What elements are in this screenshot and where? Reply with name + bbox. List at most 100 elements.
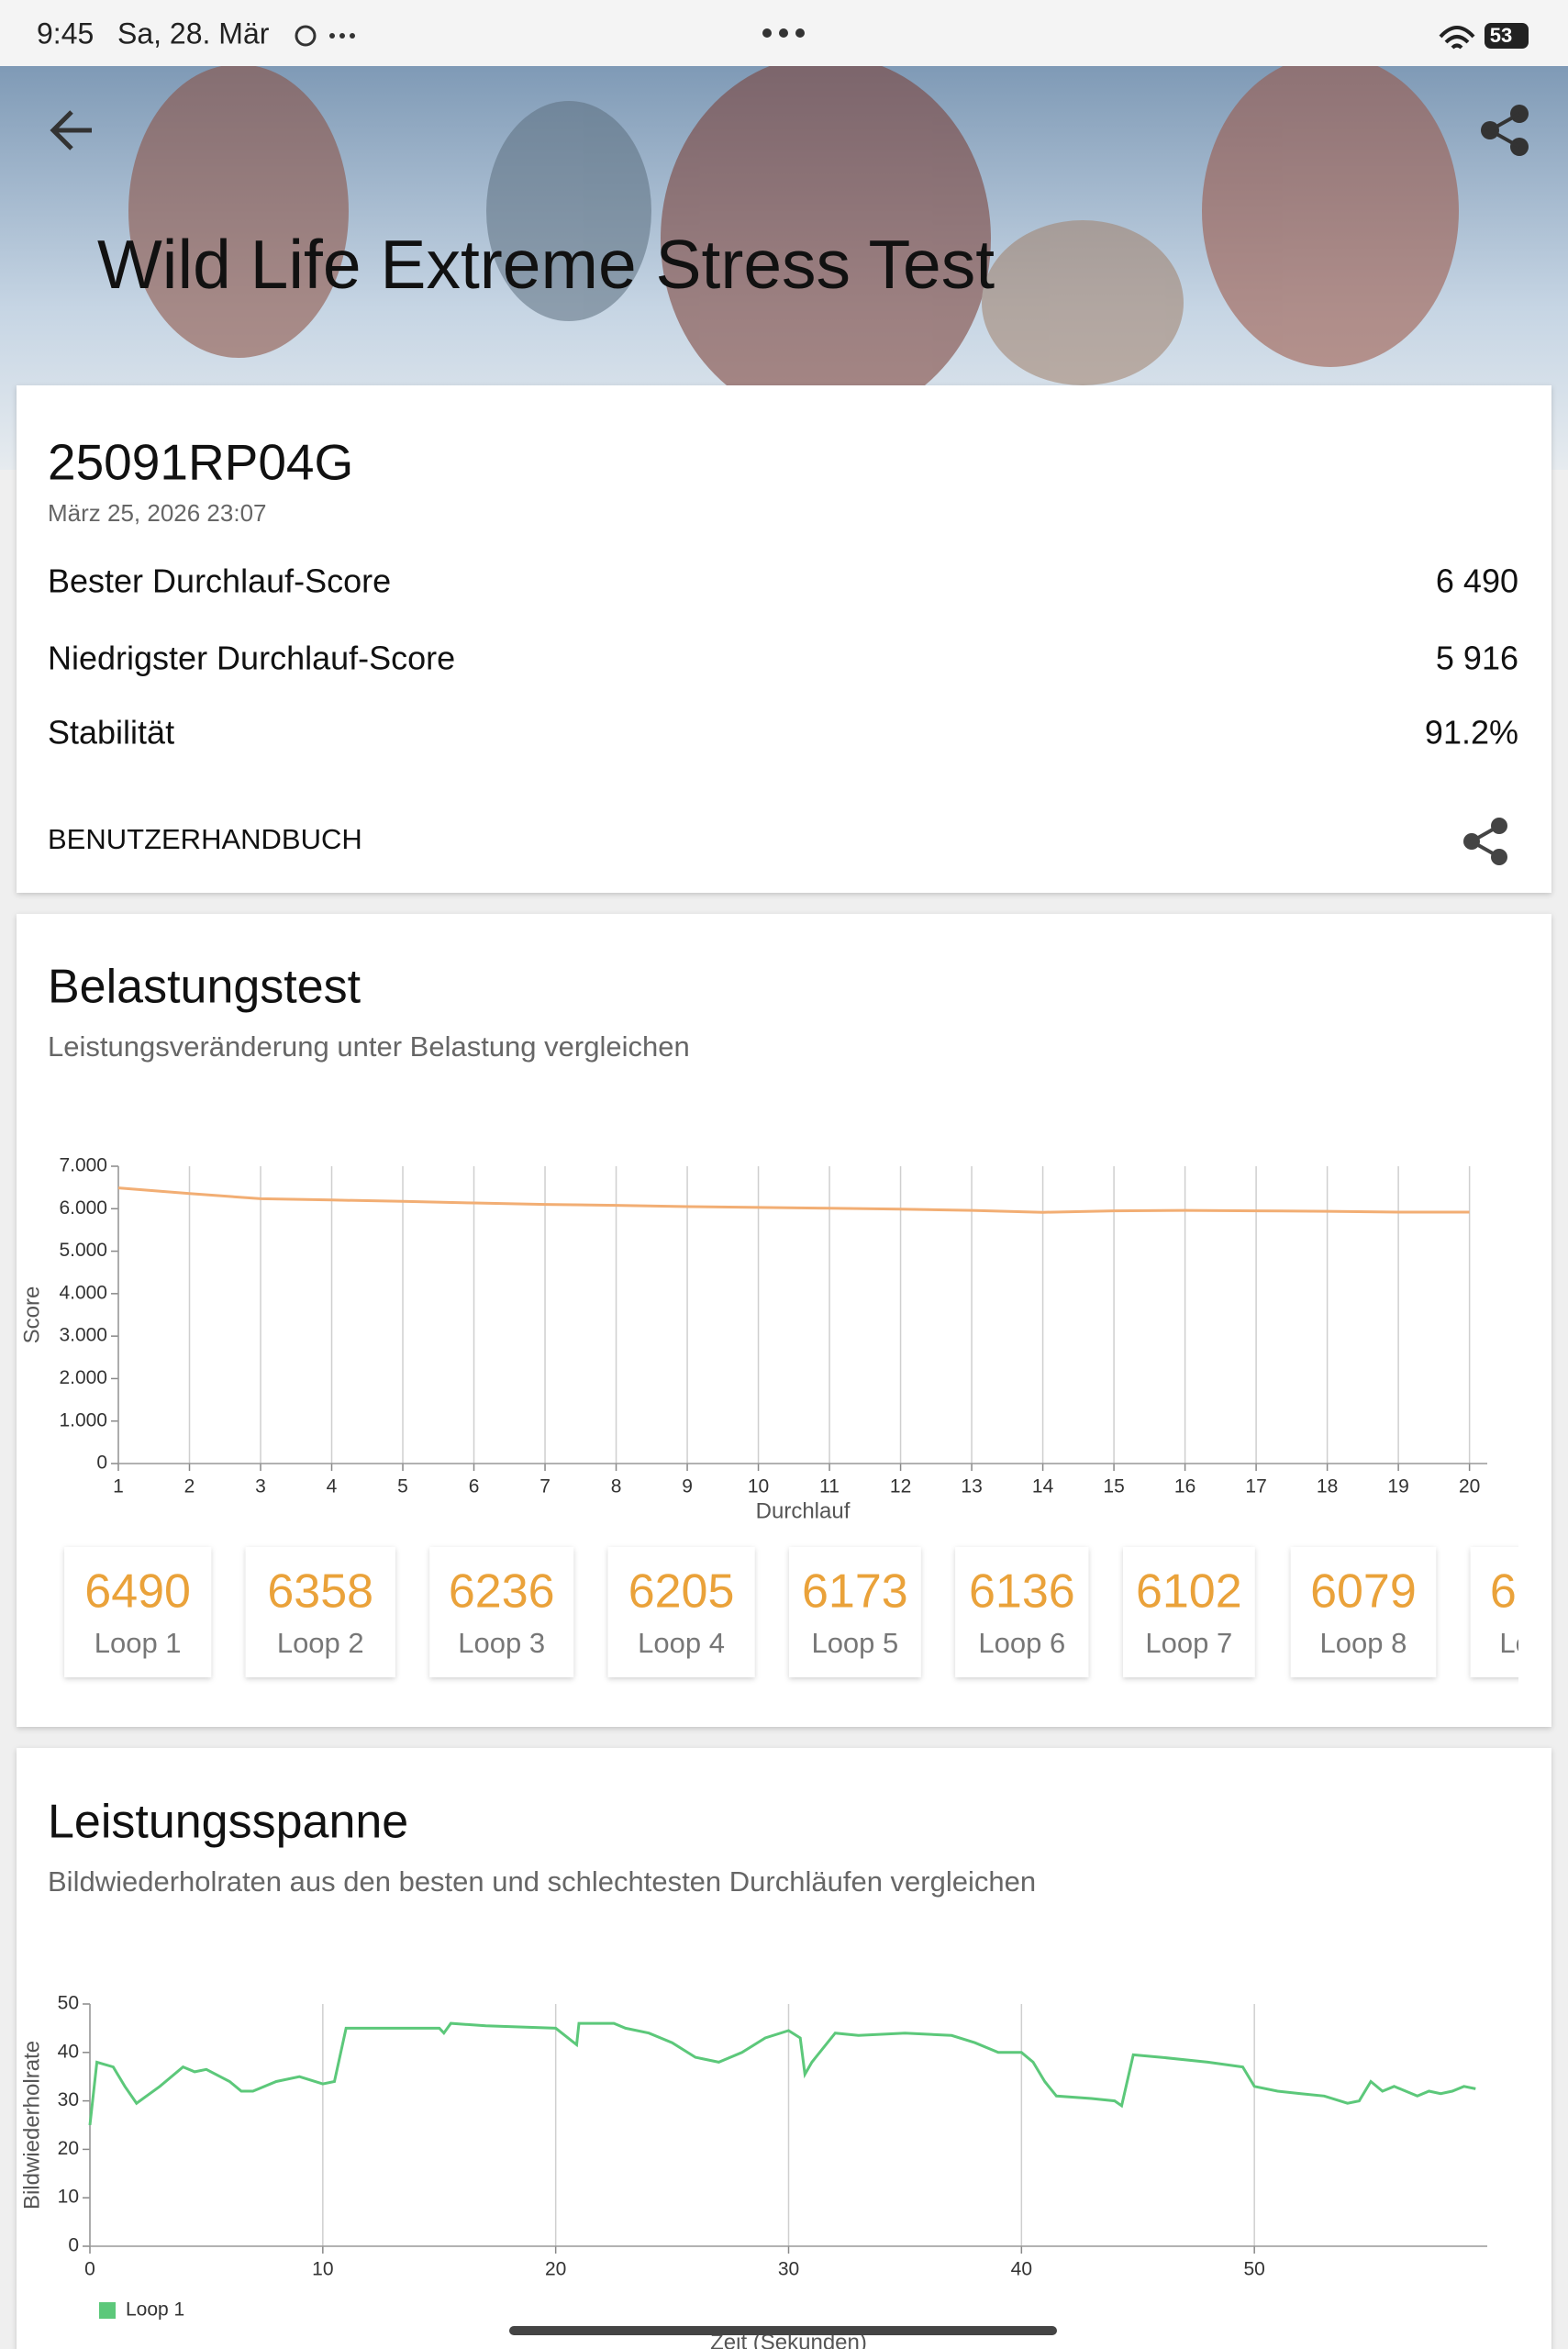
x-tick-label: 15 xyxy=(1103,1476,1124,1497)
legend-label: Loop 1 xyxy=(126,2299,184,2321)
x-tick-label: 10 xyxy=(312,2259,333,2280)
y-tick-label: 0 xyxy=(68,2235,79,2256)
row-label: Niedrigster Durchlauf-Score xyxy=(48,640,455,677)
x-tick-label: 20 xyxy=(545,2259,566,2280)
x-tick-label: 10 xyxy=(748,1476,769,1497)
x-tick-label: 8 xyxy=(611,1476,622,1497)
x-tick-label: 19 xyxy=(1387,1476,1408,1497)
x-tick-label: 7 xyxy=(539,1476,550,1497)
loop-score: 6102 xyxy=(1136,1565,1242,1619)
device-name: 25091RP04G xyxy=(48,434,353,491)
loop-card[interactable] xyxy=(1290,1547,1437,1677)
x-tick-label: 18 xyxy=(1317,1476,1338,1497)
loop-card[interactable] xyxy=(429,1547,574,1677)
x-tick-label: 30 xyxy=(778,2259,799,2280)
center-dots xyxy=(762,28,805,38)
x-tick-label: 17 xyxy=(1245,1476,1266,1497)
loop-card[interactable] xyxy=(64,1547,212,1677)
loop-card[interactable] xyxy=(789,1547,921,1677)
row-value: 6 490 xyxy=(1436,562,1518,600)
loop-card[interactable] xyxy=(245,1547,395,1677)
status-date: Sa, 28. Mär xyxy=(117,17,270,50)
loop-cards[interactable]: 6490 Loop 1 6358 Loop 2 6236 Loop 3 6205 Loop 4… xyxy=(64,1547,1568,1677)
loop-score: 6236 xyxy=(449,1565,555,1619)
loop-label: Loop 9 xyxy=(1499,1627,1568,1659)
y-tick-label: 10 xyxy=(58,2187,79,2208)
summary-rows: Bester Durchlauf-Score 6 490 Niedrigster D… xyxy=(48,562,1518,751)
x-tick-label: 0 xyxy=(84,2259,95,2280)
loop-label: Loop 2 xyxy=(277,1627,364,1659)
y-tick-label: 2.000 xyxy=(59,1367,107,1388)
x-tick-label: 4 xyxy=(327,1476,338,1497)
y-tick-label: 6.000 xyxy=(59,1197,107,1219)
legend-swatch xyxy=(99,2302,116,2319)
y-tick-label: 4.000 xyxy=(59,1282,107,1303)
x-tick-label: 40 xyxy=(1011,2259,1032,2280)
x-tick-label: 20 xyxy=(1459,1476,1480,1497)
home-indicator xyxy=(509,2326,1057,2335)
x-tick-label: 12 xyxy=(890,1476,911,1497)
manual-share[interactable] xyxy=(1463,818,1507,865)
y-tick-label: 50 xyxy=(58,1993,79,2014)
section-title: Belastungstest xyxy=(48,961,361,1014)
y-tick-label: 7.000 xyxy=(59,1155,107,1176)
loop-card[interactable] xyxy=(607,1547,755,1677)
alarm-icon xyxy=(295,25,317,47)
y-tick-label: 5.000 xyxy=(59,1240,107,1261)
loop-card[interactable] xyxy=(1123,1547,1255,1677)
x-tick-label: 16 xyxy=(1174,1476,1195,1497)
back-button[interactable] xyxy=(50,110,92,150)
y-tick-label: 20 xyxy=(58,2138,79,2159)
loop-label: Loop 8 xyxy=(1320,1627,1407,1659)
x-tick-label: 3 xyxy=(255,1476,266,1497)
y-tick-label: 0 xyxy=(96,1453,107,1474)
battery-level: 53 xyxy=(1490,24,1512,47)
page-title: Wild Life Extreme Stress Test xyxy=(97,226,995,303)
section-subtitle: Bildwiederholraten aus den besten und sc… xyxy=(48,1865,1036,1898)
row-label: Stabilität xyxy=(48,714,174,751)
x-tick-label: 5 xyxy=(397,1476,408,1497)
x-axis-label: Durchlauf xyxy=(756,1498,851,1523)
loop-card[interactable] xyxy=(1470,1547,1568,1677)
loop-card[interactable] xyxy=(955,1547,1089,1677)
loop-label: Loop 3 xyxy=(458,1627,545,1659)
loop-label: Loop 1 xyxy=(95,1627,182,1659)
y-axis-label: Bildwiederholrate xyxy=(19,2041,44,2210)
loop-score: 6205 xyxy=(628,1565,735,1619)
loop-label: Loop 6 xyxy=(978,1627,1065,1659)
section-title: Leistungsspanne xyxy=(48,1796,408,1849)
x-tick-label: 9 xyxy=(682,1476,693,1497)
manual-link[interactable]: BENUTZERHANDBUCH xyxy=(48,823,362,855)
y-tick-label: 3.000 xyxy=(59,1325,107,1346)
more-icon xyxy=(329,33,355,39)
section-subtitle: Leistungsveränderung unter Belastung ver… xyxy=(48,1030,690,1063)
stress-chart: 1 2 3 4 5 6 7 8 9 10 11 12 13 14 15 16 17 18 19 2001.0002.0… xyxy=(19,1155,1487,1523)
battery-icon xyxy=(1485,23,1529,49)
x-tick-label: 1 xyxy=(113,1476,124,1497)
loop-score: 6136 xyxy=(969,1565,1075,1619)
x-tick-label: 2 xyxy=(184,1476,195,1497)
status-time: 9:45 xyxy=(37,17,94,50)
header-art xyxy=(128,55,1459,422)
x-tick-label: 13 xyxy=(961,1476,982,1497)
loop-label: Loop 5 xyxy=(811,1627,898,1659)
loop-score: 6358 xyxy=(267,1565,373,1619)
loop-label: Loop 7 xyxy=(1145,1627,1232,1659)
share-button[interactable] xyxy=(1481,105,1529,156)
x-tick-label: 11 xyxy=(819,1476,840,1497)
loop-score: 6050 xyxy=(1490,1565,1568,1619)
row-value: 91.2% xyxy=(1425,714,1518,751)
data-line xyxy=(88,2021,1476,2126)
x-tick-label: 14 xyxy=(1032,1476,1054,1497)
range-card xyxy=(17,1748,1551,2349)
data-line xyxy=(117,1186,1470,1214)
x-tick-label: 50 xyxy=(1243,2259,1264,2280)
wifi-icon xyxy=(1439,26,1475,50)
y-tick-label: 40 xyxy=(58,2041,79,2062)
y-tick-label: 1.000 xyxy=(59,1409,107,1431)
loop-label: Loop 4 xyxy=(638,1627,725,1659)
row-value: 5 916 xyxy=(1436,640,1518,677)
